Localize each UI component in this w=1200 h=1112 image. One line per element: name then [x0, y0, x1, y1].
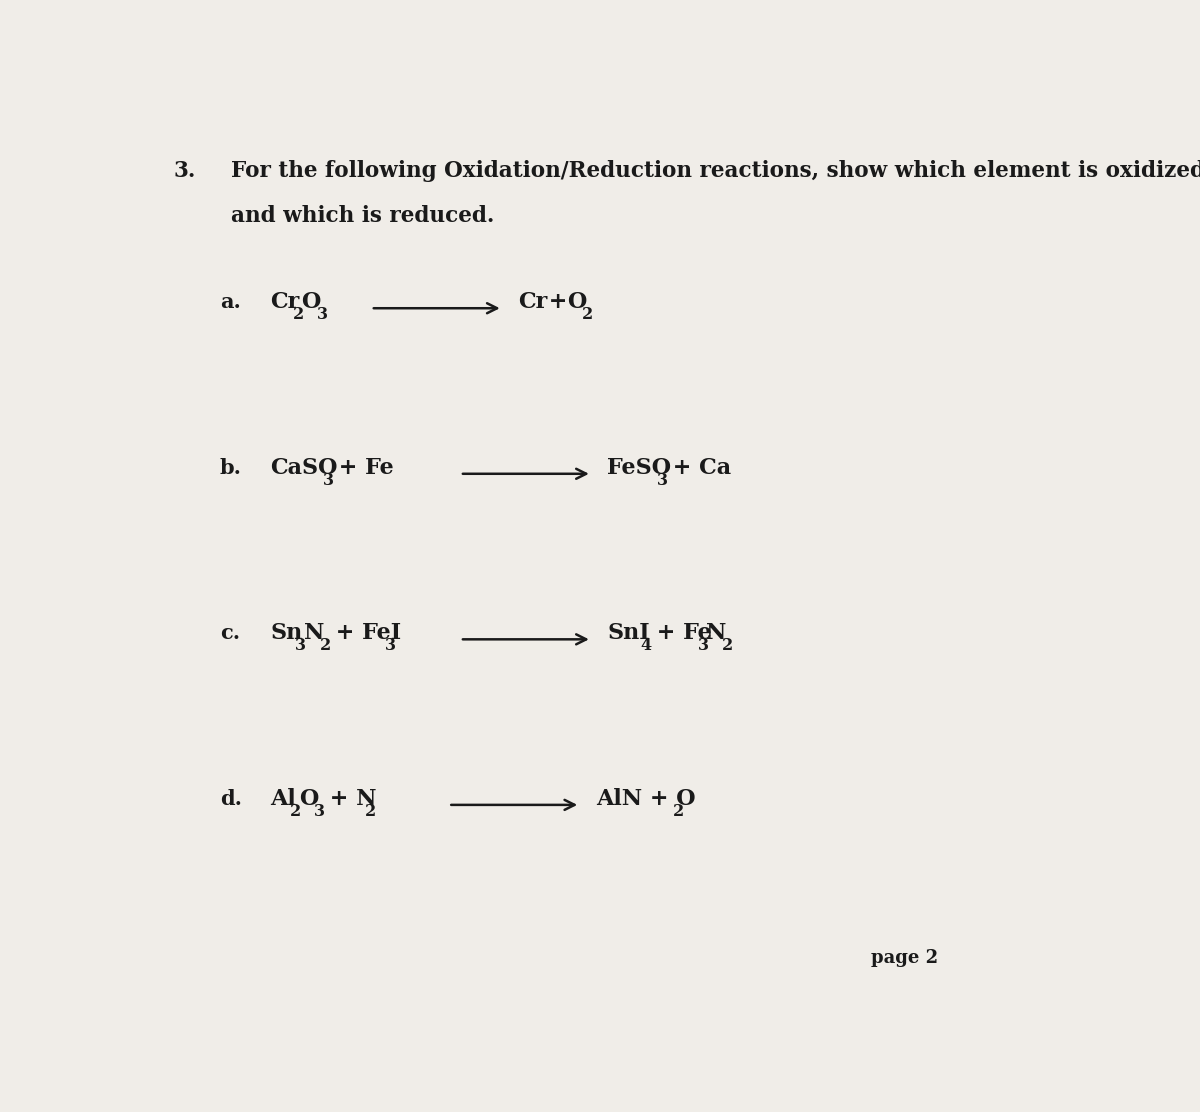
Text: d.: d.	[220, 788, 241, 808]
Text: 3: 3	[314, 803, 325, 820]
Text: O: O	[299, 788, 318, 810]
Text: 2: 2	[290, 803, 301, 820]
Text: FeSO: FeSO	[607, 457, 671, 479]
Text: Cr: Cr	[518, 291, 547, 314]
Text: + FeI: + FeI	[328, 623, 401, 644]
Text: For the following Oxidation/Reduction reactions, show which element is oxidized: For the following Oxidation/Reduction re…	[232, 160, 1200, 182]
Text: + Ca: + Ca	[666, 457, 732, 479]
Text: 3: 3	[697, 637, 708, 654]
Text: 2: 2	[722, 637, 733, 654]
Text: O: O	[301, 291, 320, 314]
Text: Sn: Sn	[270, 623, 302, 644]
Text: + Fe: + Fe	[331, 457, 394, 479]
Text: 3: 3	[385, 637, 396, 654]
Text: 2: 2	[293, 306, 304, 322]
Text: + N: + N	[323, 788, 377, 810]
Text: N: N	[304, 623, 324, 644]
Text: b.: b.	[220, 458, 241, 478]
Text: a.: a.	[220, 292, 241, 312]
Text: CaSO: CaSO	[270, 457, 337, 479]
Text: 3: 3	[295, 637, 306, 654]
Text: + Fe: + Fe	[649, 623, 712, 644]
Text: 4: 4	[641, 637, 652, 654]
Text: +: +	[541, 291, 575, 314]
Text: 3.: 3.	[173, 160, 196, 182]
Text: AlN + O: AlN + O	[595, 788, 695, 810]
Text: Al: Al	[270, 788, 296, 810]
Text: N: N	[706, 623, 726, 644]
Text: SnI: SnI	[607, 623, 650, 644]
Text: 2: 2	[673, 803, 684, 820]
Text: page 2: page 2	[871, 949, 938, 966]
Text: 3: 3	[656, 471, 668, 488]
Text: c.: c.	[220, 624, 240, 644]
Text: 2: 2	[319, 637, 331, 654]
Text: 3: 3	[317, 306, 328, 322]
Text: and which is reduced.: and which is reduced.	[232, 205, 494, 227]
Text: 2: 2	[582, 306, 594, 322]
Text: O: O	[568, 291, 587, 314]
Text: 2: 2	[365, 803, 376, 820]
Text: 3: 3	[323, 471, 334, 488]
Text: Cr: Cr	[270, 291, 299, 314]
